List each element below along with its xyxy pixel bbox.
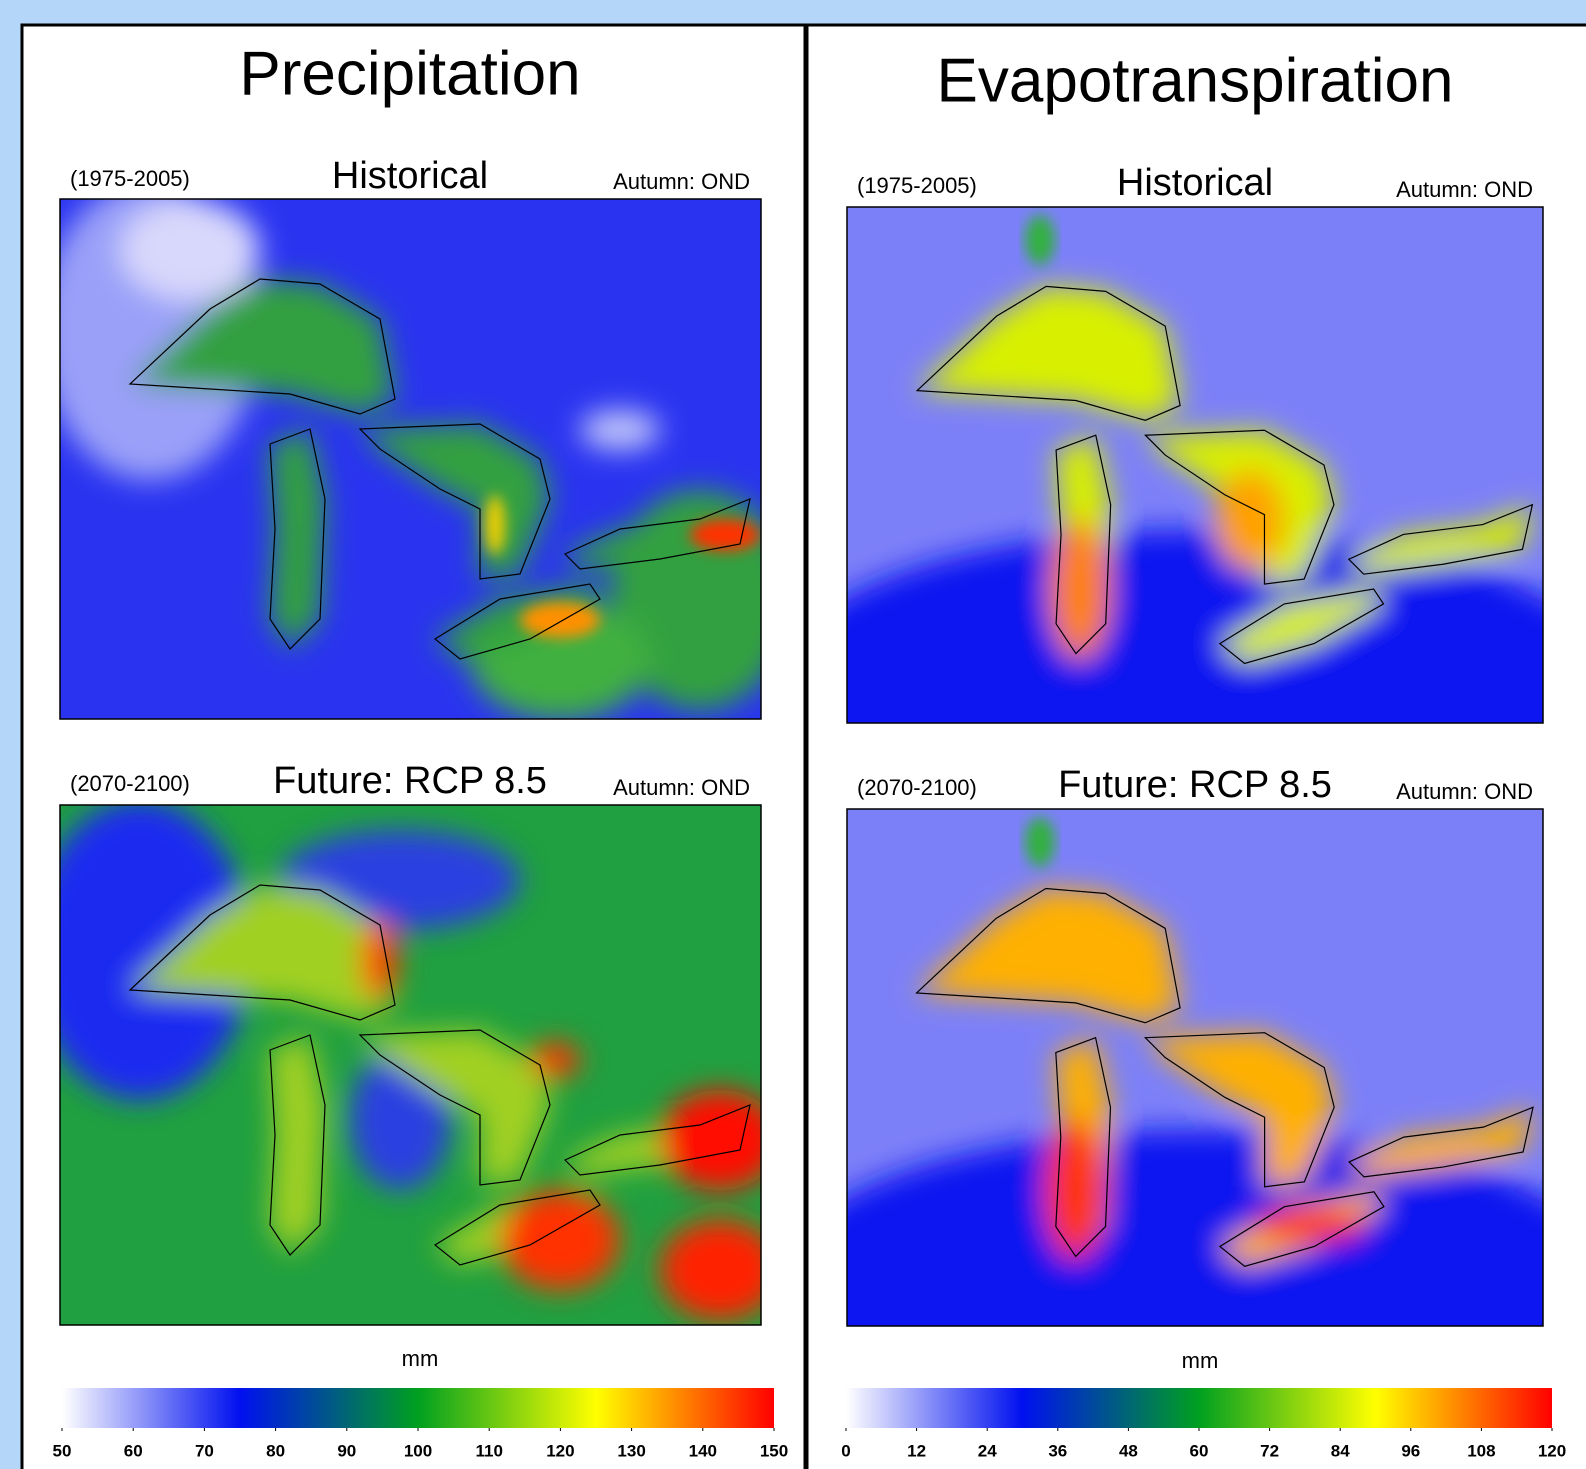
colorbar-tick-label: 120 [1538,1441,1566,1460]
colorbar-tick-label: 140 [689,1441,717,1460]
map-title: Historical [1117,162,1273,204]
map-period: (1975-2005) [70,166,190,191]
colorbar-tick-label: 36 [1048,1441,1067,1460]
colorbar-unit: mm [1182,1348,1219,1373]
map [40,180,790,720]
colorbar-tick-label: 96 [1401,1441,1420,1460]
map-season: Autumn: OND [1396,779,1533,804]
map-period: (2070-2100) [857,775,977,800]
colorbar-tick-label: 0 [841,1441,850,1460]
colorbar-tick-label: 60 [124,1441,143,1460]
colorbar-tick-label: 60 [1190,1441,1209,1460]
colorbar-tick-label: 130 [617,1441,645,1460]
map-season: Autumn: OND [1396,177,1533,202]
colorbar-tick-label: 108 [1467,1441,1495,1460]
map-title: Future: RCP 8.5 [273,760,547,802]
map-period: (1975-2005) [857,173,977,198]
colorbar-tick-label: 72 [1260,1441,1279,1460]
map-season: Autumn: OND [613,775,750,800]
map-title: Historical [332,155,488,197]
colorbar-tick-label: 150 [760,1441,788,1460]
colorbar-bar [846,1388,1552,1428]
colorbar-tick-label: 80 [266,1441,285,1460]
colorbar-bar [62,1388,774,1428]
map [30,800,780,1325]
colorbar-tick-label: 70 [195,1441,214,1460]
colorbar-unit: mm [402,1346,439,1371]
map-season: Autumn: OND [613,169,750,194]
colorbar-tick-label: 90 [337,1441,356,1460]
panel-title: Evapotranspiration [937,46,1454,115]
colorbar-tick-label: 120 [546,1441,574,1460]
colorbar-tick-label: 48 [1119,1441,1138,1460]
colorbar-tick-label: 100 [404,1441,432,1460]
figure: Precipitation (1975-2005) Historical Aut… [0,0,1586,1469]
colorbar-tick-label: 24 [978,1441,997,1460]
colorbar-tick-label: 84 [1331,1441,1350,1460]
panel-title: Precipitation [239,39,580,108]
map-title: Future: RCP 8.5 [1058,764,1332,806]
colorbar-tick-label: 50 [53,1441,72,1460]
colorbar-tick-label: 110 [475,1441,502,1460]
map-period: (2070-2100) [70,771,190,796]
colorbar-tick-label: 12 [907,1441,926,1460]
